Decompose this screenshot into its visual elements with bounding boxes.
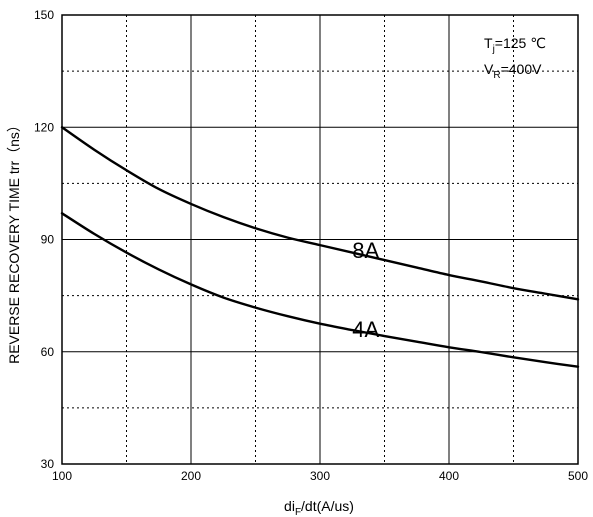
series-labels: 8A 4A <box>352 238 379 342</box>
x-tick-label: 100 <box>52 469 72 483</box>
y-tick-label: 90 <box>41 233 55 247</box>
y-axis-title: REVERSE RECOVERY TIME trr（ns） <box>6 118 22 364</box>
plot-frame <box>61 14 579 465</box>
condition-junction-temperature: Tj=125 ℃ <box>484 35 546 55</box>
y-tick-label: 120 <box>34 120 54 134</box>
x-tick-labels: 100 200 300 400 500 <box>52 469 588 483</box>
x-tick-label: 400 <box>439 469 459 483</box>
y-tick-labels: 30 60 90 120 150 <box>34 8 54 471</box>
y-tick-label: 60 <box>41 345 55 359</box>
series-label-8A: 8A <box>352 238 379 263</box>
series-line-8A <box>60 126 580 301</box>
x-axis-title: diF/dt(A/us) <box>284 498 354 517</box>
y-tick-label: 30 <box>41 457 55 471</box>
x-tick-label: 300 <box>310 469 330 483</box>
x-tick-label: 200 <box>181 469 201 483</box>
series-line-4A <box>60 212 580 368</box>
series-label-4A: 4A <box>352 317 379 342</box>
series-curves <box>60 126 580 368</box>
y-tick-label: 150 <box>34 8 54 22</box>
x-tick-label: 500 <box>568 469 588 483</box>
condition-reverse-voltage: VR=400V <box>484 61 542 81</box>
major-gridlines <box>61 14 579 465</box>
